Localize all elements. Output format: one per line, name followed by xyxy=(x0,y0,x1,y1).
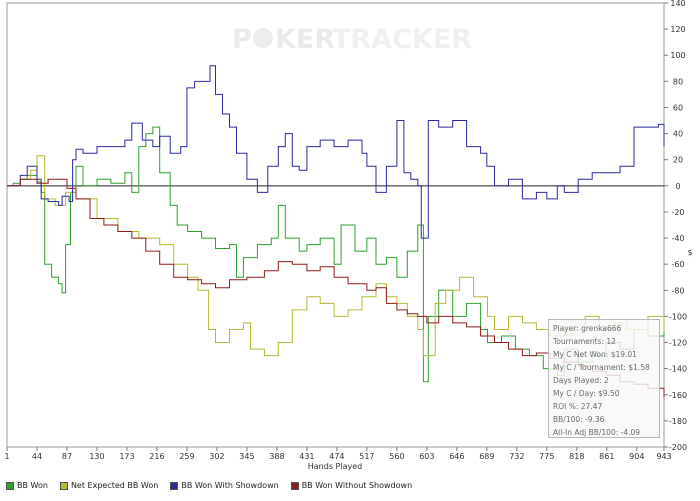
y-tick-label: -60 xyxy=(671,260,684,269)
y-tick-label: 0 xyxy=(675,182,680,191)
stats-line-5: Days Played: 2 xyxy=(553,376,609,385)
stats-line-3: My C Net Won: $19.01 xyxy=(553,350,637,359)
x-tick-label: 216 xyxy=(149,452,164,461)
legend-item-3: BB Won With Showdown xyxy=(170,481,279,490)
stats-line-8: BB/100: -9.36 xyxy=(553,415,605,424)
legend-swatch xyxy=(59,481,68,490)
x-tick-label: 474 xyxy=(329,452,344,461)
stats-line-2: Tournaments: 12 xyxy=(553,337,616,346)
legend-label: BB Won Without Showdown xyxy=(301,481,413,490)
poker-chip-icon xyxy=(253,28,273,48)
y-tick-label: -180 xyxy=(669,417,687,426)
plot-area xyxy=(6,2,665,448)
legend-swatch xyxy=(290,481,299,490)
legend-swatch xyxy=(6,481,14,490)
stats-line-1: Player: grenka666 xyxy=(553,324,622,333)
x-tick-label: 689 xyxy=(479,452,494,461)
x-tick-label: 44 xyxy=(32,452,42,461)
y-tick-label: -200 xyxy=(669,443,687,452)
stats-line-6: My C / Day: $9.50 xyxy=(553,389,620,398)
stats-line-9: All-In Adj BB/100: -4.09 xyxy=(553,428,641,437)
chart-legend: BB Won Net Expected BB Won BB Won With Sho… xyxy=(6,481,412,490)
stats-line-7: ROI %: 27.47 xyxy=(553,402,603,411)
watermark-p: P xyxy=(232,24,252,55)
x-tick-label: 345 xyxy=(239,452,254,461)
legend-label: Net Expected BB Won xyxy=(70,481,159,490)
x-axis-title: Hands Played xyxy=(308,462,362,471)
legend-label: BB Won With Showdown xyxy=(181,481,279,490)
y-tick-label: -160 xyxy=(669,391,687,400)
x-tick-label: 943 xyxy=(656,452,671,461)
x-tick-label: 560 xyxy=(389,452,404,461)
y-tick-label: -120 xyxy=(669,339,687,348)
x-tick-label: 861 xyxy=(599,452,614,461)
watermark-tracker: TRACKER xyxy=(332,24,472,55)
watermark-ker: KER xyxy=(275,24,335,55)
chart-frame xyxy=(6,2,665,448)
legend-item-2: Net Expected BB Won xyxy=(59,481,159,490)
stats-line-4: My C / Tournament: $1.58 xyxy=(553,363,650,372)
x-tick-label: 302 xyxy=(209,452,224,461)
legend-swatch xyxy=(170,481,179,490)
y-tick-label: -80 xyxy=(671,286,684,295)
legend-label: BB Won xyxy=(17,481,48,490)
x-tick-label: 388 xyxy=(269,452,284,461)
y-tick-label: 140 xyxy=(670,0,685,8)
y-tick-label: 120 xyxy=(670,25,685,34)
x-tick-label: 904 xyxy=(629,452,644,461)
y-tick-label: -100 xyxy=(669,312,687,321)
pokertracker-watermark: P KER TRACKER xyxy=(232,24,472,55)
x-tick-label: 259 xyxy=(179,452,194,461)
x-tick-label: 732 xyxy=(509,452,524,461)
y-tick-label: 80 xyxy=(673,77,683,86)
y-tick-label: -20 xyxy=(671,208,684,217)
x-tick-label: 87 xyxy=(62,452,72,461)
y-tick-label: 60 xyxy=(673,103,683,112)
series-line-3 xyxy=(7,65,665,239)
legend-item-4: BB Won Without Showdown xyxy=(290,481,413,490)
y-tick-label: -40 xyxy=(671,234,684,243)
x-tick-label: 646 xyxy=(449,452,464,461)
y-tick-label: 100 xyxy=(670,51,685,60)
stats-panel: Player: grenka666 Tournaments: 12 My C Net… xyxy=(548,319,660,438)
x-tick-label: 603 xyxy=(419,452,434,461)
y-axis-title: $ xyxy=(687,248,692,257)
axis-layer: 140 120 100 80 60 40 20 0 -20 -40 -60 -80 -100 -120 -1… xyxy=(4,0,687,461)
x-tick-label: 431 xyxy=(299,452,314,461)
x-tick-label: 517 xyxy=(359,452,374,461)
x-tick-label: 818 xyxy=(569,452,584,461)
x-tick-label: 775 xyxy=(539,452,554,461)
legend-item-1: BB Won xyxy=(6,481,48,490)
series-line-2 xyxy=(7,155,665,357)
x-tick-label: 173 xyxy=(119,452,134,461)
y-tick-label: 20 xyxy=(673,156,683,165)
x-tick-label: 1 xyxy=(4,452,9,461)
y-tick-label: -140 xyxy=(669,365,687,374)
y-tick-label: 40 xyxy=(673,130,683,139)
x-tick-label: 130 xyxy=(89,452,104,461)
